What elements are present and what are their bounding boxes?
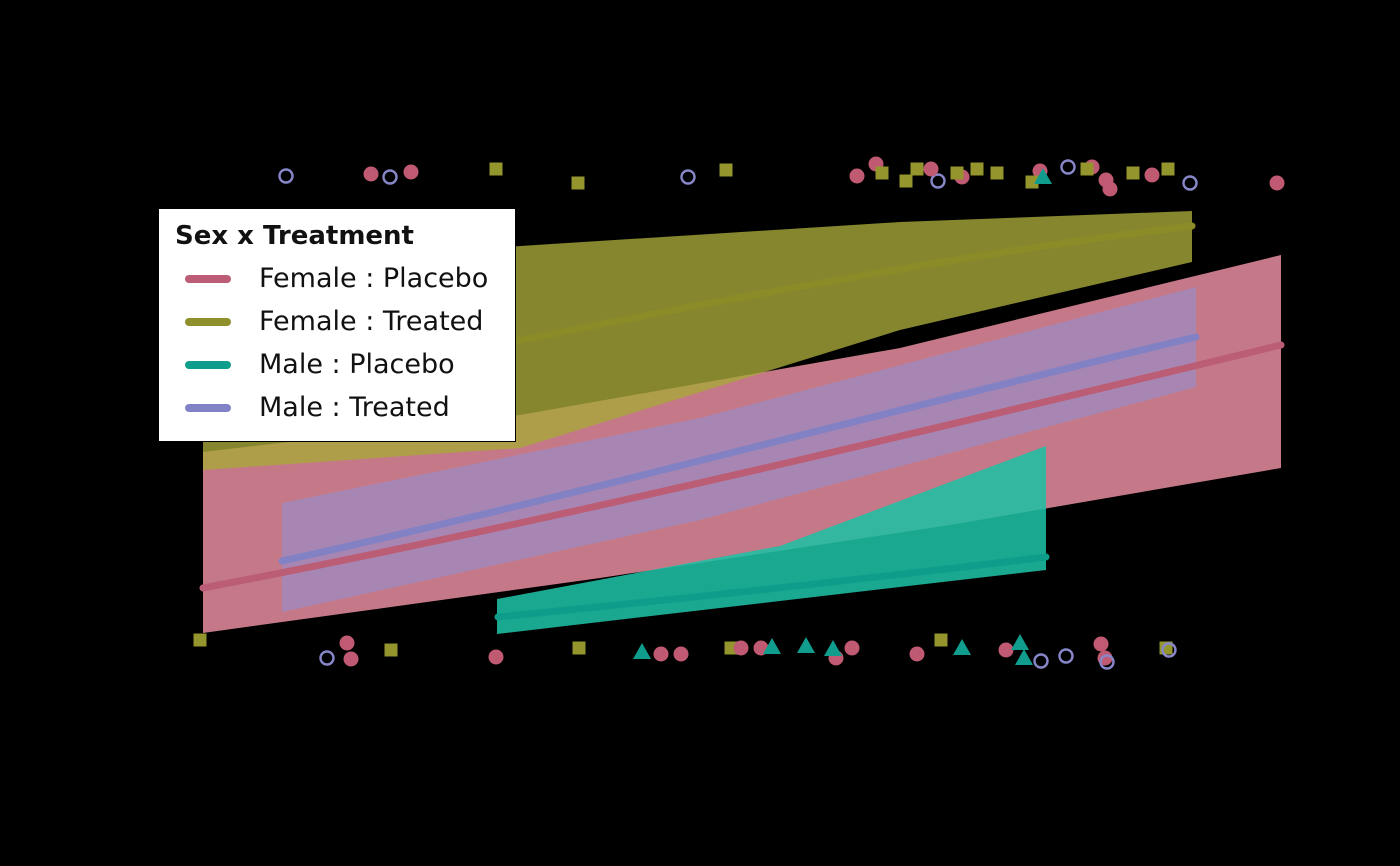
male-treated-point-icon <box>1099 654 1115 670</box>
female-treated-point-icon <box>1126 166 1140 180</box>
female-placebo-point-icon <box>1093 636 1109 652</box>
female-treated-point-icon <box>719 163 733 177</box>
female-treated-point-icon <box>1161 162 1175 176</box>
female-placebo-point-icon <box>849 168 865 184</box>
female-treated-point-icon <box>875 166 889 180</box>
male-placebo-point-icon <box>763 638 781 654</box>
female-placebo-point-icon <box>1144 167 1160 183</box>
male-treated-point-icon <box>1058 648 1074 664</box>
female-treated-point-icon <box>489 162 503 176</box>
male-treated-point-icon <box>680 169 696 185</box>
legend-swatch-male-treated-icon <box>185 403 231 412</box>
male-placebo-point-icon <box>797 637 815 653</box>
female-placebo-point-icon <box>673 646 689 662</box>
male-placebo-point-icon <box>633 643 651 659</box>
male-treated-point-icon <box>1161 642 1177 658</box>
legend-title: Sex x Treatment <box>175 221 414 251</box>
female-treated-point-icon <box>990 166 1004 180</box>
female-placebo-point-icon <box>1102 181 1118 197</box>
female-placebo-point-icon <box>909 646 925 662</box>
male-treated-point-icon <box>1060 159 1076 175</box>
male-placebo-point-icon <box>824 640 842 656</box>
female-placebo-point-icon <box>653 646 669 662</box>
female-placebo-point-icon <box>343 651 359 667</box>
male-treated-point-icon <box>382 169 398 185</box>
female-treated-point-icon <box>1025 175 1039 189</box>
legend-label-male-placebo: Male : Placebo <box>259 349 455 380</box>
female-treated-point-icon <box>571 176 585 190</box>
female-placebo-point-icon <box>844 640 860 656</box>
legend-label-female-placebo: Female : Placebo <box>259 263 489 294</box>
female-placebo-point-icon <box>998 642 1014 658</box>
male-placebo-point-icon <box>1015 649 1033 665</box>
legend-swatch-female-placebo-icon <box>185 274 231 283</box>
legend-swatch-male-placebo-icon <box>185 360 231 369</box>
male-placebo-point-icon <box>1011 634 1029 650</box>
female-treated-point-icon <box>384 643 398 657</box>
female-placebo-point-icon <box>1269 175 1285 191</box>
female-placebo-point-icon <box>363 166 379 182</box>
male-placebo-point-icon <box>953 639 971 655</box>
legend-row-female-placebo: Female : Placebo <box>173 257 501 300</box>
fit-line-male-treated <box>278 333 1200 565</box>
female-placebo-point-icon <box>923 161 939 177</box>
legend-label-male-treated: Male : Treated <box>259 392 450 423</box>
legend-row-male-placebo: Male : Placebo <box>173 343 501 386</box>
female-placebo-point-icon <box>403 164 419 180</box>
female-treated-point-icon <box>910 162 924 176</box>
female-treated-point-icon <box>1080 162 1094 176</box>
female-placebo-point-icon <box>733 640 749 656</box>
male-treated-point-icon <box>1033 653 1049 669</box>
male-treated-point-icon <box>1182 175 1198 191</box>
female-treated-point-icon <box>193 633 207 647</box>
male-treated-point-icon <box>319 650 335 666</box>
female-treated-point-icon <box>572 641 586 655</box>
legend-label-female-treated: Female : Treated <box>259 306 484 337</box>
ribbon-male-placebo <box>497 446 1046 634</box>
female-placebo-point-icon <box>488 649 504 665</box>
legend: Sex x Treatment Female : Placebo Female … <box>158 208 516 442</box>
female-treated-point-icon <box>899 174 913 188</box>
male-treated-point-icon <box>930 173 946 189</box>
female-placebo-point-icon <box>339 635 355 651</box>
legend-row-male-treated: Male : Treated <box>173 386 501 429</box>
female-treated-point-icon <box>970 162 984 176</box>
male-treated-point-icon <box>278 168 294 184</box>
legend-row-female-treated: Female : Treated <box>173 300 501 343</box>
fit-line-female-placebo <box>199 341 1285 592</box>
female-treated-point-icon <box>934 633 948 647</box>
male-placebo-point-icon <box>1034 168 1052 184</box>
legend-swatch-female-treated-icon <box>185 317 231 326</box>
female-treated-point-icon <box>950 166 964 180</box>
fit-line-male-placebo <box>494 553 1050 621</box>
